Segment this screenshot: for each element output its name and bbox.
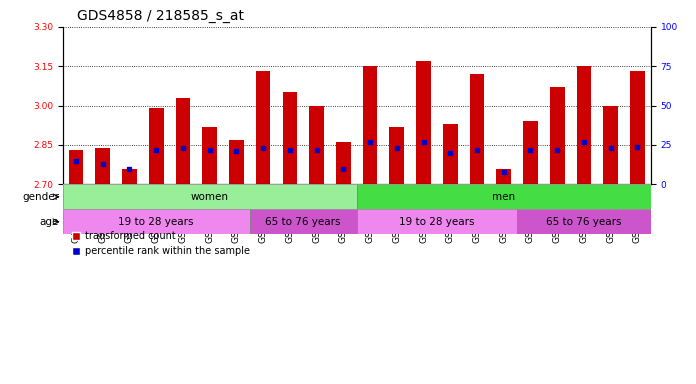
Bar [203,127,217,184]
Bar [470,74,484,184]
Text: 19 to 28 years: 19 to 28 years [118,217,194,227]
Bar [630,71,644,184]
Bar [363,66,377,184]
Bar [603,106,618,184]
Bar [576,66,592,184]
Bar [256,71,271,184]
Bar [63,209,250,234]
Bar [356,184,651,209]
Bar [69,150,84,184]
Bar [149,108,164,184]
Text: 65 to 76 years: 65 to 76 years [546,217,622,227]
Text: GDS4858 / 218585_s_at: GDS4858 / 218585_s_at [77,9,244,23]
Bar [523,121,538,184]
Bar [122,169,137,184]
Bar [283,93,297,184]
Bar [443,124,457,184]
Text: men: men [492,192,515,202]
Bar [336,142,351,184]
Bar [229,140,244,184]
Bar [517,209,651,234]
Bar [250,209,357,234]
Bar [416,61,431,184]
Bar [95,147,110,184]
Bar [175,98,190,184]
Bar [390,127,404,184]
Bar [63,184,356,209]
Text: women: women [191,192,229,202]
Text: gender: gender [22,192,59,202]
Text: age: age [40,217,59,227]
Text: 19 to 28 years: 19 to 28 years [399,217,475,227]
Legend: transformed count, percentile rank within the sample: transformed count, percentile rank withi… [68,227,254,260]
Bar [309,106,324,184]
Bar [356,209,517,234]
Bar [550,87,564,184]
Text: 65 to 76 years: 65 to 76 years [265,217,341,227]
Bar [496,169,511,184]
